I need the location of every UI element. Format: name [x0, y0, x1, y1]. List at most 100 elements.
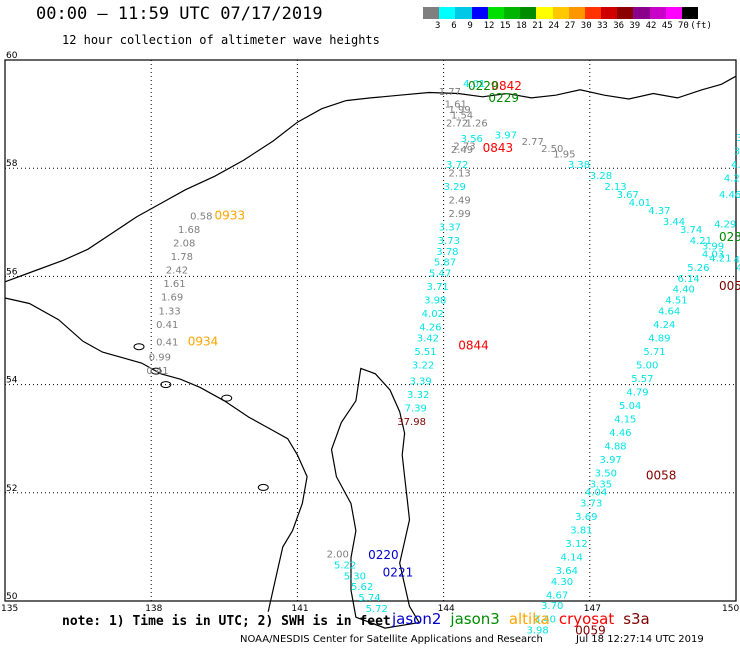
wave-height-value: 5.26: [687, 263, 709, 274]
wave-height-value: 3.71: [427, 282, 449, 293]
scale-label: 9: [467, 21, 473, 31]
scale-swatch: [423, 7, 440, 19]
lon-tick-label: 138: [145, 604, 162, 614]
wave-height-value: 2.77: [522, 137, 544, 148]
scale-label: 27: [564, 21, 576, 31]
scale-label: 39: [629, 21, 641, 31]
track-s3a: 3.354.043.73 3.69 3.81 3.12 4.14 3.644.30 4.67…: [526, 468, 676, 636]
scale-swatch: [503, 7, 521, 19]
scale-label: 24: [548, 21, 560, 31]
wave-height-value: 5.74: [358, 593, 380, 604]
credit-text: NOAA/NESDIS Center for Satellite Applica…: [240, 634, 543, 645]
pass-time-label: 0221: [383, 566, 414, 580]
scale-swatch: [633, 7, 650, 19]
pass-time-label: 0230: [719, 230, 740, 244]
map-subtitle: 12 hour collection of altimeter wave hei…: [62, 33, 380, 47]
scale-swatch: [568, 7, 585, 19]
scale-label: 21: [532, 21, 544, 31]
pass-time-label: 0057: [719, 279, 740, 293]
scale-swatch: [584, 7, 602, 19]
satellite-name-s3a: s3a: [623, 610, 650, 628]
wave-height-value: 4.30: [551, 577, 573, 588]
wave-height-value: 4.51: [665, 295, 687, 306]
wave-height-value: 3.67: [617, 190, 639, 201]
wave-height-value: 2.13: [448, 168, 470, 179]
track-jason2: 0221: [383, 566, 414, 580]
coastline: [4, 75, 737, 629]
scale-swatch: [536, 7, 553, 19]
scale-swatch: [665, 7, 682, 19]
wave-height-value: 0.41: [146, 366, 168, 377]
lon-tick-label: 135: [1, 604, 18, 614]
scale-swatch: [682, 7, 699, 19]
small-island: [221, 394, 233, 402]
wave-height-value: 1.99: [448, 105, 470, 116]
wave-height-value: 4.02: [422, 309, 444, 320]
wave-height-value: 4.88: [604, 442, 626, 453]
wave-height-value: 3.35: [590, 479, 612, 490]
wave-height-value: 2.73: [453, 141, 475, 152]
wave-height-value: 3.70: [541, 601, 563, 612]
small-island: [257, 483, 269, 491]
wave-height-value: 3.32: [407, 390, 429, 401]
wave-height-value: 3.12: [565, 539, 587, 550]
wave-height-value: 4.24: [653, 320, 675, 331]
track-altika: 0.41 0.99 0.41 0934: [146, 335, 218, 377]
wave-height-value: 4.01: [463, 79, 485, 90]
wave-height-value: 4.55: [734, 255, 740, 266]
wave-height-value: 4.29: [714, 220, 736, 231]
wave-height-value: 5.71: [643, 347, 665, 358]
wave-height-value: 5.30: [344, 571, 366, 582]
wave-height-value: 1.68: [178, 225, 200, 236]
wave-height-value: 3.73: [438, 236, 460, 247]
map-title: 00:00 – 11:59 UTC 07/17/2019: [36, 4, 323, 24]
wave-height-value: 3.98: [526, 625, 548, 636]
scale-label: 33: [597, 21, 608, 31]
wave-height-value: 2.13: [604, 182, 626, 193]
track-cryosat: 1.77 1.611.991.542.721.26 0842: [439, 79, 522, 130]
wave-height-value: 4.46: [719, 190, 740, 201]
wave-height-value: 5.87: [434, 258, 456, 269]
map-note: note: 1) Time is in UTC; 2) SWH is in fe…: [62, 614, 391, 629]
pass-time-label: 0058: [646, 468, 677, 482]
track-altika: 0.58 1.68 2.08 1.78 2.42 1.61 1.69 1.33 0.41 0933: [156, 209, 245, 331]
track-s3a: 5.266.144.404.514.64 4.24 4.89 5.71 5.00 5.57…: [595, 263, 740, 480]
scale-label: 6: [451, 21, 457, 31]
pass-time-label: 0220: [368, 548, 399, 562]
small-island: [150, 367, 162, 375]
lat-tick-label: 50: [6, 592, 18, 602]
scale-swatch: [471, 7, 488, 19]
wave-height-value: 3.74: [680, 225, 702, 236]
scale-unit: (ft): [690, 21, 712, 31]
wave-height-value: 4.01: [629, 198, 651, 209]
pass-time-label: 0059: [575, 624, 606, 638]
scale-label: 30: [580, 21, 592, 31]
pass-time-label: 0842: [491, 79, 522, 93]
wave-height-value: 37.98: [397, 417, 426, 428]
wave-height-value: 3.50: [595, 469, 617, 480]
wave-height-value: 4.56: [731, 160, 740, 171]
track-s3a: 0059: [575, 624, 606, 638]
track-jason3: 2.772.501.953.383.282.133.674.014.373.44…: [488, 91, 712, 247]
wave-height-value: 4.04: [585, 488, 607, 499]
scale-label: 15: [499, 21, 511, 31]
pass-time-label: 0934: [188, 335, 219, 349]
lat-tick-label: 56: [6, 267, 18, 277]
wave-height-value: 4.26: [419, 323, 441, 334]
lat-tick-label: 58: [6, 159, 18, 169]
scale-swatch: [455, 7, 472, 19]
scale-swatch: [439, 7, 456, 19]
wave-height-value: 3.40: [534, 615, 556, 626]
wave-height-value: 1.61: [445, 100, 467, 111]
wave-height-value: 2.42: [166, 266, 188, 277]
satellite-name-altika: altika: [508, 610, 550, 628]
axis-ticks: 135 138 141 144 147 150 60 58 56 54 52 50: [1, 51, 739, 614]
wave-height-value: 1.33: [159, 306, 181, 317]
wave-height-value: 2.50: [541, 144, 563, 155]
scale-label: 12: [483, 21, 495, 31]
wave-height-value: 5.00: [636, 360, 658, 371]
wave-height-value: 6.14: [678, 274, 700, 285]
lon-tick-label: 150: [722, 604, 739, 614]
pass-time-label: 0229: [468, 79, 499, 93]
